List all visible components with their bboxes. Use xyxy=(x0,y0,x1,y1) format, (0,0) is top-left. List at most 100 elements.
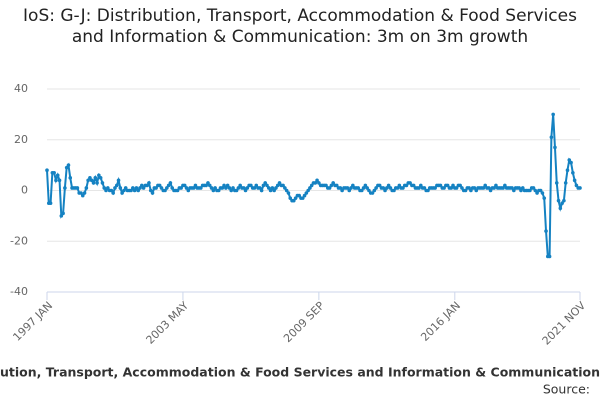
point xyxy=(324,183,328,188)
point xyxy=(136,188,141,193)
point xyxy=(501,186,505,190)
point xyxy=(351,183,355,188)
y-tick-label: 40 xyxy=(14,82,28,95)
point xyxy=(304,191,309,195)
point xyxy=(381,186,386,190)
point xyxy=(531,186,536,190)
point xyxy=(563,181,568,185)
point xyxy=(229,188,234,193)
point xyxy=(100,181,105,185)
point xyxy=(91,181,96,185)
point xyxy=(401,186,405,190)
point xyxy=(220,186,225,190)
point xyxy=(386,183,391,188)
point xyxy=(89,178,94,183)
point xyxy=(213,186,217,190)
point xyxy=(288,196,293,200)
point xyxy=(300,196,305,200)
point xyxy=(134,186,139,190)
point xyxy=(207,183,212,188)
point xyxy=(263,181,268,185)
point xyxy=(397,183,402,188)
point xyxy=(315,178,319,183)
point xyxy=(66,163,71,167)
point xyxy=(98,176,103,180)
point xyxy=(483,183,488,188)
point xyxy=(95,181,99,185)
point xyxy=(533,188,538,193)
point xyxy=(211,188,216,193)
point xyxy=(554,181,559,185)
point xyxy=(165,186,169,190)
point xyxy=(292,198,296,203)
point xyxy=(245,186,250,190)
point xyxy=(97,173,101,178)
point xyxy=(367,188,371,193)
point xyxy=(82,191,87,195)
point xyxy=(417,186,421,190)
point xyxy=(79,191,83,195)
point xyxy=(204,183,208,188)
point xyxy=(163,188,167,193)
point xyxy=(64,165,69,170)
point xyxy=(286,191,291,195)
point xyxy=(45,168,49,172)
point xyxy=(492,186,496,190)
point xyxy=(88,176,92,180)
point xyxy=(129,188,133,193)
point xyxy=(571,170,575,175)
point xyxy=(494,183,498,188)
point xyxy=(404,183,409,188)
point xyxy=(138,186,142,190)
point xyxy=(206,181,210,185)
point xyxy=(106,186,110,190)
point xyxy=(395,186,400,190)
point xyxy=(61,211,65,216)
point xyxy=(224,186,228,190)
point xyxy=(254,183,259,188)
point xyxy=(308,186,312,190)
point xyxy=(268,188,273,193)
x-tick-label: 1997 JAN xyxy=(10,299,55,344)
point xyxy=(331,181,335,185)
point xyxy=(111,191,115,195)
point xyxy=(159,186,164,190)
point xyxy=(102,186,107,190)
x-tick-label: 2021 NOV xyxy=(540,299,589,348)
point xyxy=(383,188,387,193)
point xyxy=(179,186,183,190)
point xyxy=(118,186,123,190)
point xyxy=(538,188,543,193)
point xyxy=(86,178,90,183)
point xyxy=(329,183,334,188)
point xyxy=(116,178,121,183)
point xyxy=(114,183,119,188)
point xyxy=(528,188,532,193)
point xyxy=(512,188,516,193)
point xyxy=(231,186,235,190)
point xyxy=(277,181,282,185)
point xyxy=(266,186,271,190)
point xyxy=(549,135,554,140)
point xyxy=(63,186,67,190)
point xyxy=(261,183,266,188)
y-tick-label: -40 xyxy=(10,285,28,298)
point xyxy=(562,198,566,203)
point xyxy=(392,188,396,193)
point xyxy=(306,188,310,193)
point xyxy=(154,186,158,190)
point xyxy=(68,176,73,180)
point xyxy=(249,183,253,188)
point xyxy=(488,188,493,193)
point xyxy=(569,160,573,165)
point xyxy=(170,186,175,190)
point xyxy=(458,183,462,188)
point xyxy=(340,188,344,193)
point xyxy=(123,186,128,190)
point xyxy=(317,181,321,185)
point xyxy=(377,183,382,188)
point xyxy=(560,201,564,205)
point xyxy=(84,186,89,190)
point xyxy=(547,254,552,259)
